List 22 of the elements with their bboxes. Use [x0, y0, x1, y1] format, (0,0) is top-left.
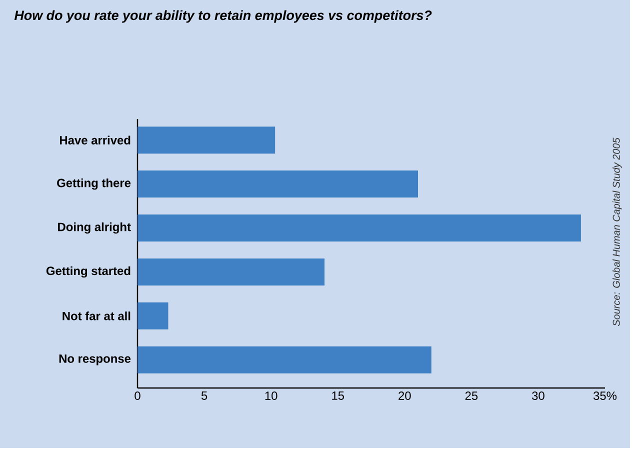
- bar: [138, 170, 418, 198]
- bar: [138, 258, 325, 286]
- source-note: Source: Global Human Capital Study 2005: [612, 138, 622, 326]
- x-tick-label: 30: [532, 392, 544, 400]
- x-tick-label: 35%: [593, 392, 617, 400]
- bar: [138, 126, 276, 154]
- y-tick-label: Not far at all: [62, 312, 130, 320]
- x-tick-label: 5: [201, 392, 208, 400]
- y-tick-label: No response: [59, 354, 131, 366]
- x-tick-label: 25: [465, 392, 478, 400]
- bar: [138, 346, 432, 374]
- x-tick-label: 10: [265, 392, 278, 400]
- chart-title: How do you rate your ability to retain employees vs competitors?: [14, 10, 432, 23]
- y-tick-label: Doing alright: [58, 222, 131, 234]
- y-tick-label: Getting started: [46, 266, 130, 278]
- bar: [138, 214, 581, 242]
- x-tick-label: 15: [332, 392, 344, 400]
- x-tick-label: 20: [398, 392, 411, 400]
- y-tick-label: Getting there: [57, 178, 131, 190]
- bar: [138, 302, 168, 330]
- y-tick-label: Have arrived: [60, 136, 130, 144]
- x-tick-label: 0: [134, 392, 140, 400]
